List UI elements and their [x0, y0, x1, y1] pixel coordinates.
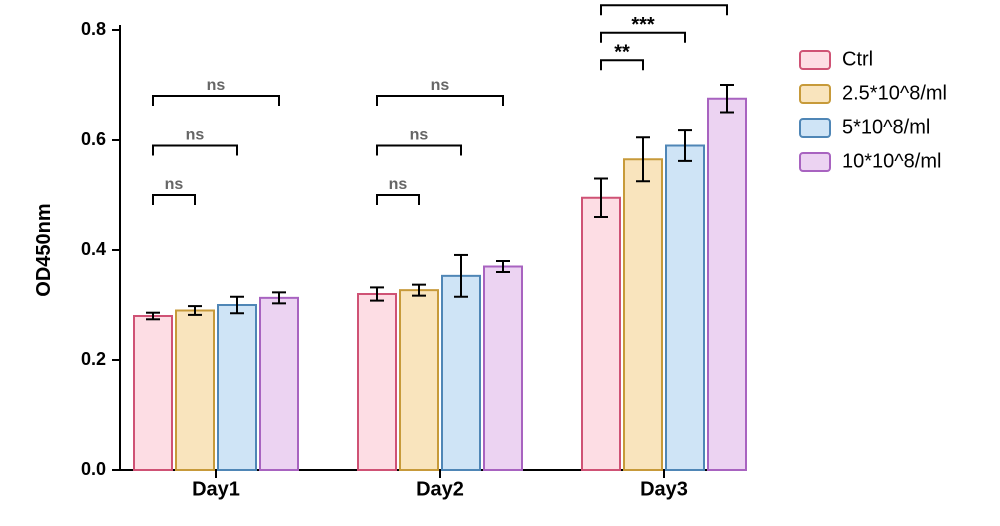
legend-label-s50: 5*10^8/ml	[842, 116, 930, 138]
significance-label: ns	[165, 176, 184, 193]
legend-label-ctrl: Ctrl	[842, 48, 873, 70]
x-category-label: Day3	[640, 479, 688, 501]
bar-Day3-s25	[624, 159, 662, 470]
bar-Day1-s100	[260, 298, 298, 470]
y-tick-label: 0.8	[81, 19, 106, 39]
significance-label: ****	[648, 0, 679, 8]
legend-swatch-ctrl	[800, 51, 830, 69]
significance-bracket	[377, 146, 461, 156]
x-category-label: Day1	[192, 479, 240, 501]
significance-bracket	[153, 146, 237, 156]
significance-label: ns	[207, 77, 226, 94]
significance-bracket	[153, 195, 195, 205]
significance-label: ns	[389, 176, 408, 193]
bar-Day2-s50	[442, 276, 480, 470]
legend-label-s100: 10*10^8/ml	[842, 150, 941, 172]
significance-bracket	[377, 96, 503, 106]
legend-swatch-s50	[800, 119, 830, 137]
y-tick-label: 0.0	[81, 459, 106, 479]
significance-label: ns	[431, 77, 450, 94]
chart-container: 0.0 0.2 0.4 0.6 0.8 OD450nm Day1 Day2 Day3 ns ns ns…	[0, 0, 1000, 526]
bar-Day2-s100	[484, 267, 522, 471]
bar-Day2-s25	[400, 290, 438, 470]
bar-Day3-ctrl	[582, 198, 620, 470]
significance-label: ns	[186, 127, 205, 144]
bar-Day1-s50	[218, 305, 256, 470]
legend-swatch-s100	[800, 153, 830, 171]
y-tick-label: 0.2	[81, 349, 106, 369]
significance-label: **	[614, 41, 630, 63]
significance-bracket	[377, 195, 419, 205]
y-axis-label: OD450nm	[33, 203, 55, 296]
legend-label-s25: 2.5*10^8/ml	[842, 82, 947, 104]
significance-bracket	[153, 96, 279, 106]
legend-swatch-s25	[800, 85, 830, 103]
significance-label: ***	[631, 14, 655, 36]
bar-Day1-s25	[176, 311, 214, 471]
significance-label: ns	[410, 127, 429, 144]
y-tick-label: 0.6	[81, 129, 106, 149]
bar-Day1-ctrl	[134, 316, 172, 470]
bar-Day3-s50	[666, 146, 704, 471]
bar-Day3-s100	[708, 99, 746, 470]
y-tick-label: 0.4	[81, 239, 106, 259]
bar-Day2-ctrl	[358, 294, 396, 470]
bar-chart-svg: 0.0 0.2 0.4 0.6 0.8 OD450nm Day1 Day2 Day3 ns ns ns…	[0, 0, 1000, 526]
x-category-label: Day2	[416, 479, 464, 501]
